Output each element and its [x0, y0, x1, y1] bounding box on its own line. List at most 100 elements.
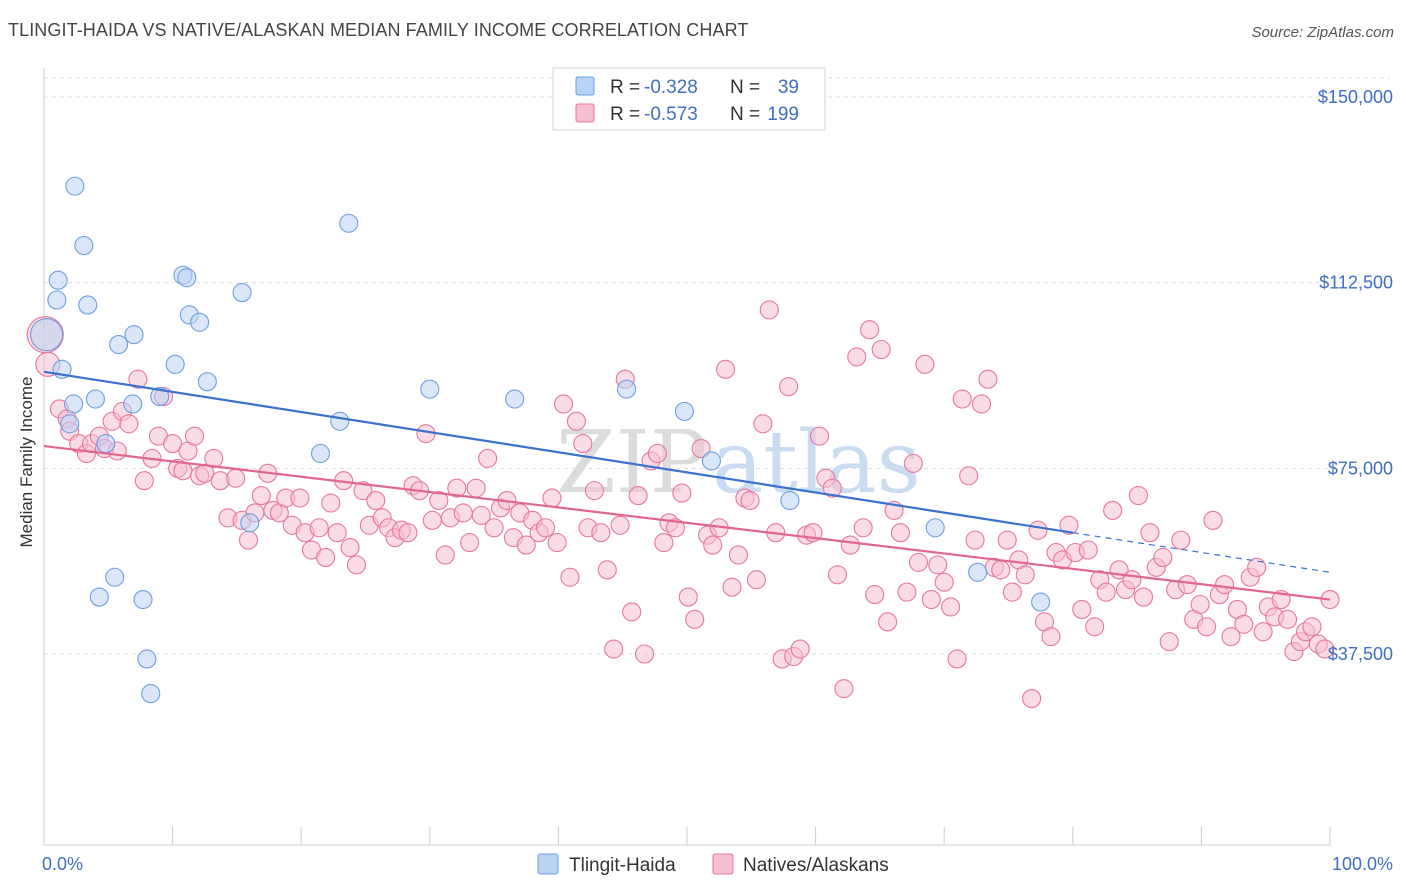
- data-point: [484, 518, 504, 538]
- legend-n-value-1: 39: [778, 77, 799, 98]
- data-point: [78, 295, 98, 315]
- data-point: [1221, 627, 1241, 647]
- data-point: [1253, 622, 1273, 642]
- data-point: [591, 523, 611, 543]
- chart-title: TLINGIT-HAIDA VS NATIVE/ALASKAN MEDIAN F…: [8, 20, 749, 40]
- x-tick-label: 0.0%: [42, 854, 83, 874]
- data-point: [1133, 587, 1154, 607]
- data-point: [123, 394, 143, 414]
- data-point: [1177, 575, 1197, 595]
- data-point: [1103, 500, 1123, 520]
- data-point: [1278, 609, 1298, 629]
- data-point: [327, 523, 347, 543]
- data-point: [991, 560, 1011, 580]
- y-axis-title: Median Family Income: [17, 376, 36, 547]
- data-point: [47, 290, 67, 310]
- data-point: [1096, 582, 1116, 602]
- data-point: [330, 411, 350, 431]
- y-tick-labels: $37,500 $75,000 $112,500 $150,000: [1318, 87, 1393, 664]
- trend-lines: [43, 370, 1331, 601]
- data-point: [915, 354, 935, 374]
- data-point: [728, 545, 748, 565]
- data-point: [685, 609, 705, 629]
- data-point: [89, 587, 109, 607]
- data-point: [150, 386, 170, 407]
- data-point: [968, 562, 988, 582]
- legend-swatch-natives-alaskans: [575, 103, 595, 123]
- data-point: [890, 523, 911, 543]
- data-point: [597, 560, 617, 580]
- data-point: [422, 510, 442, 530]
- bottom-legend-label-tlingit-haida: Tlingit-Haida: [569, 855, 676, 876]
- data-point: [691, 438, 711, 459]
- data-point: [1072, 599, 1092, 619]
- data-point: [105, 567, 125, 587]
- data-point: [928, 555, 948, 575]
- data-point: [173, 461, 193, 481]
- data-point: [1171, 530, 1191, 550]
- y-tick-label: $112,500: [1319, 273, 1393, 293]
- legend-n-value-2: 199: [767, 104, 799, 125]
- data-point: [416, 424, 436, 444]
- data-point: [429, 490, 449, 511]
- data-point: [177, 268, 197, 288]
- data-point: [310, 443, 331, 464]
- x-tick-label: 100.0%: [1332, 854, 1393, 874]
- data-point: [908, 552, 929, 572]
- data-point: [1247, 557, 1267, 577]
- data-point: [560, 567, 580, 587]
- legend-n-label-1: N =: [730, 77, 760, 98]
- data-point: [604, 639, 624, 659]
- data-point: [1059, 515, 1079, 535]
- data-point: [240, 513, 260, 533]
- data-point: [190, 312, 210, 332]
- data-point: [466, 478, 486, 498]
- data-point: [865, 585, 885, 605]
- data-point: [124, 325, 144, 345]
- data-point: [366, 490, 386, 511]
- data-point: [628, 486, 648, 506]
- data-point: [847, 347, 867, 367]
- data-point: [137, 649, 157, 669]
- legend-r-label-1: R =: [610, 77, 640, 98]
- data-point: [753, 414, 773, 434]
- data-point: [197, 372, 217, 392]
- data-point: [134, 471, 154, 491]
- data-point: [64, 394, 84, 414]
- data-point: [1196, 617, 1217, 637]
- data-point: [30, 318, 64, 352]
- data-point: [853, 518, 873, 538]
- data-point: [141, 684, 161, 704]
- data-point: [959, 466, 979, 486]
- data-point: [398, 523, 418, 543]
- x-tick-labels: 0.0% 100.0%: [42, 854, 1393, 874]
- data-point: [665, 518, 685, 538]
- data-point: [163, 434, 183, 454]
- data-point: [251, 486, 271, 506]
- data-point: [878, 612, 898, 632]
- trend-line-tlingit-haida: [43, 370, 1073, 534]
- data-point: [834, 679, 854, 699]
- data-point: [478, 448, 498, 468]
- data-point: [1122, 570, 1142, 590]
- bottom-legend-swatch-tlingit-haida: [537, 853, 559, 875]
- data-point: [128, 369, 148, 389]
- data-point: [1234, 614, 1254, 634]
- y-tick-label: $37,500: [1328, 644, 1393, 664]
- data-point: [573, 434, 593, 454]
- data-point: [535, 518, 556, 538]
- data-point: [133, 589, 153, 610]
- data-point: [1078, 540, 1098, 560]
- data-point: [860, 320, 880, 340]
- bottom-legend-swatch-natives-alaskans: [712, 853, 734, 875]
- data-point: [1159, 632, 1179, 652]
- data-point: [925, 518, 945, 538]
- data-point: [460, 533, 480, 553]
- data-point: [505, 389, 525, 409]
- data-point: [947, 649, 967, 669]
- source-label: Source: ZipAtlas.com: [1251, 24, 1394, 41]
- data-point: [903, 453, 923, 473]
- data-point: [678, 587, 698, 607]
- data-point: [610, 515, 630, 535]
- data-point: [822, 478, 842, 498]
